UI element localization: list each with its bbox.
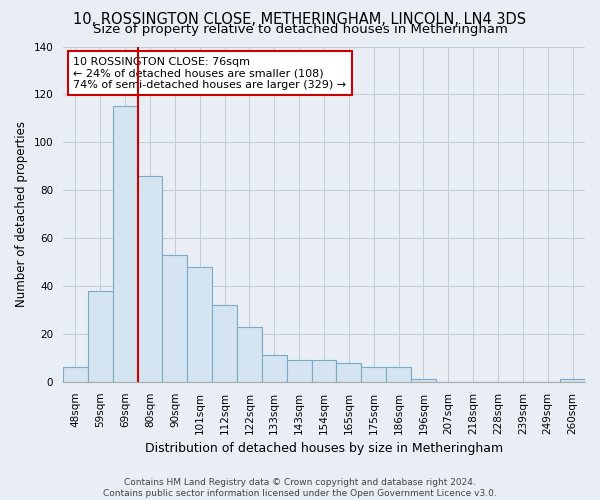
Bar bbox=[212, 305, 237, 382]
Text: 10 ROSSINGTON CLOSE: 76sqm
← 24% of detached houses are smaller (108)
74% of sem: 10 ROSSINGTON CLOSE: 76sqm ← 24% of deta… bbox=[73, 56, 347, 90]
X-axis label: Distribution of detached houses by size in Metheringham: Distribution of detached houses by size … bbox=[145, 442, 503, 455]
Bar bbox=[361, 368, 386, 382]
Text: 10, ROSSINGTON CLOSE, METHERINGHAM, LINCOLN, LN4 3DS: 10, ROSSINGTON CLOSE, METHERINGHAM, LINC… bbox=[73, 12, 527, 28]
Bar bbox=[113, 106, 137, 382]
Text: Contains HM Land Registry data © Crown copyright and database right 2024.
Contai: Contains HM Land Registry data © Crown c… bbox=[103, 478, 497, 498]
Bar bbox=[337, 362, 361, 382]
Text: Size of property relative to detached houses in Metheringham: Size of property relative to detached ho… bbox=[92, 22, 508, 36]
Bar bbox=[386, 368, 411, 382]
Bar bbox=[88, 291, 113, 382]
Bar bbox=[262, 356, 287, 382]
Bar bbox=[187, 267, 212, 382]
Bar bbox=[237, 326, 262, 382]
Bar bbox=[287, 360, 311, 382]
Bar bbox=[63, 368, 88, 382]
Bar bbox=[137, 176, 163, 382]
Bar bbox=[560, 380, 585, 382]
Bar bbox=[311, 360, 337, 382]
Bar bbox=[411, 380, 436, 382]
Y-axis label: Number of detached properties: Number of detached properties bbox=[15, 121, 28, 307]
Bar bbox=[163, 255, 187, 382]
